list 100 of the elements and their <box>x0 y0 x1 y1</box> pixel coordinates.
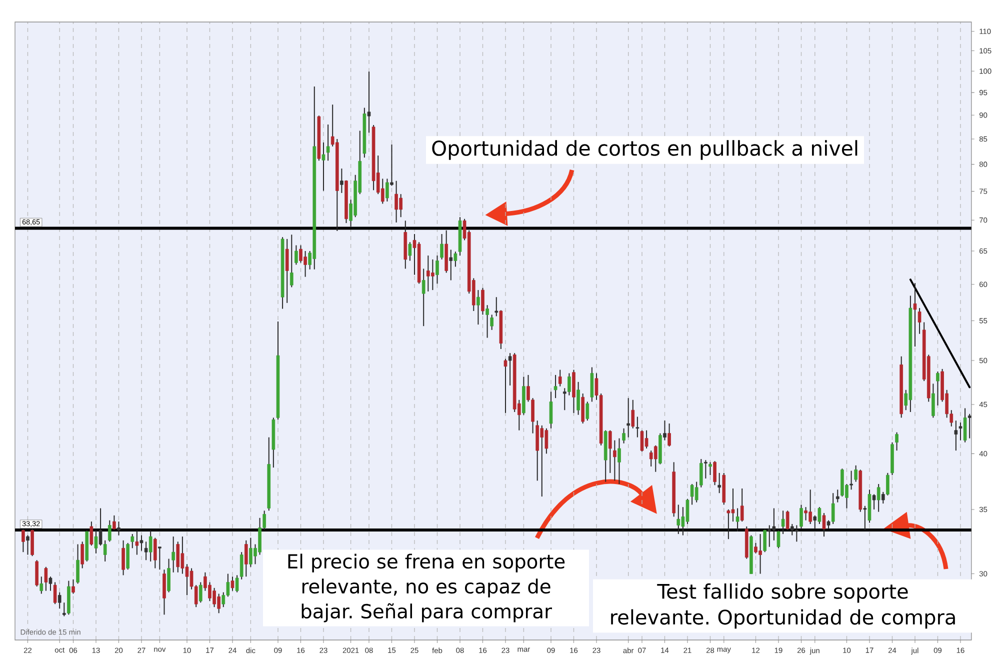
candlestick <box>763 528 766 553</box>
candlestick <box>44 566 48 592</box>
candlestick <box>144 541 148 561</box>
candlestick <box>618 438 621 485</box>
candlestick <box>440 234 444 260</box>
candlestick <box>322 142 326 192</box>
candlestick <box>626 398 630 438</box>
candlestick <box>872 494 876 510</box>
candlestick <box>776 530 780 549</box>
candlestick <box>954 420 958 452</box>
candlestick <box>244 540 248 578</box>
candlestick <box>148 530 152 562</box>
candlestick <box>881 491 885 504</box>
candlestick <box>436 255 439 284</box>
candlestick <box>608 430 612 474</box>
candlestick <box>26 534 30 556</box>
candlestick <box>153 537 157 569</box>
candlestick <box>326 124 330 162</box>
candlestick <box>98 508 102 546</box>
candlestick <box>476 290 480 326</box>
candlestick <box>850 470 853 490</box>
candlestick <box>285 238 289 304</box>
candlestick <box>103 540 107 562</box>
candlestick <box>486 304 489 338</box>
candlestick <box>854 464 858 482</box>
candlestick <box>863 505 867 531</box>
candlestick <box>62 602 66 617</box>
candlestick <box>80 541 84 569</box>
candlestick <box>90 521 94 546</box>
candlestick <box>781 510 785 535</box>
candlestick <box>158 546 162 570</box>
candlestick <box>713 460 716 486</box>
candlestick <box>108 520 112 542</box>
candlestick <box>813 514 817 530</box>
candlestick <box>590 366 594 402</box>
annotation: El precio se frena en soporte relevante, no es capaz de bajar. Señal para comprar <box>288 554 565 622</box>
candlestick <box>932 383 935 418</box>
candlestick <box>449 249 453 281</box>
candlestick <box>694 481 698 503</box>
candlestick <box>230 576 234 592</box>
candlestick <box>126 542 130 570</box>
candlestick <box>176 541 180 573</box>
candlestick <box>822 512 826 538</box>
candlestick <box>676 504 680 535</box>
candlestick <box>699 458 703 488</box>
candlestick <box>494 296 498 317</box>
candlestick <box>913 282 917 348</box>
candlestick <box>704 460 708 479</box>
candlestick <box>568 372 571 396</box>
candlestick <box>800 504 803 530</box>
candlestick <box>35 560 38 587</box>
candlestick <box>576 381 580 416</box>
candlestick <box>768 524 772 548</box>
candlestick <box>736 508 740 532</box>
candlestick <box>481 287 484 316</box>
candlestick <box>586 401 590 422</box>
candlestick <box>508 352 512 386</box>
candlestick <box>654 444 658 472</box>
candlestick <box>167 558 170 593</box>
candlestick <box>549 391 553 429</box>
candlestick <box>386 178 389 202</box>
candlestick <box>895 432 898 452</box>
candlestick <box>422 268 426 327</box>
candlestick <box>22 528 25 553</box>
candlestick <box>235 574 239 593</box>
candlestick <box>918 308 922 334</box>
candlestick <box>172 536 175 573</box>
candlestick <box>958 422 962 441</box>
candlestick <box>963 408 967 443</box>
candlestick <box>558 369 562 387</box>
candlestick <box>818 506 822 524</box>
candlestick <box>718 472 721 494</box>
candlestick <box>94 530 98 554</box>
candlestick <box>140 534 144 552</box>
candlestick <box>708 462 712 476</box>
candlestick <box>786 510 790 531</box>
candlestick <box>936 371 940 406</box>
candlestick <box>408 242 412 262</box>
candlestick <box>340 168 344 194</box>
candlestick <box>636 416 640 438</box>
candlestick <box>290 234 294 288</box>
candlestick <box>72 578 75 594</box>
candlestick <box>831 492 835 524</box>
candlestick <box>130 534 134 549</box>
candlestick <box>48 576 52 592</box>
candlestick <box>40 576 44 594</box>
candlestick <box>76 544 80 584</box>
candlestick <box>663 420 666 441</box>
candlestick <box>490 314 494 330</box>
candlestick <box>58 592 62 610</box>
candlestick <box>554 374 558 399</box>
candlestick <box>135 530 139 556</box>
candlestick <box>740 488 744 522</box>
candlestick <box>613 440 616 482</box>
candlestick <box>240 552 244 580</box>
annotation: Test fallido sobre soporte relevante. Oportunidad de compra <box>611 583 955 629</box>
candlestick <box>631 399 635 429</box>
candlestick <box>294 244 298 266</box>
candlestick <box>876 484 880 512</box>
annotation: Oportunidad de cortos en pullback a nivel <box>432 140 858 160</box>
